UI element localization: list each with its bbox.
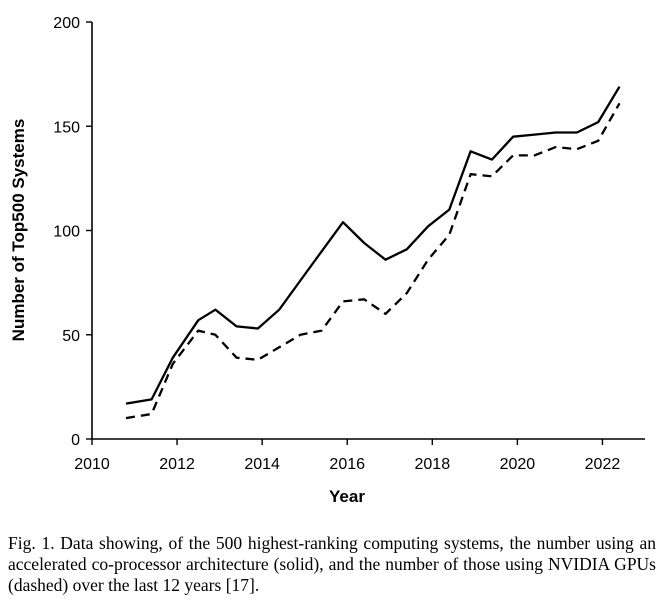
tick-labels: 0 50 100 150 200 2010 2012 2014 2016 2018 2020 2022 <box>53 15 620 473</box>
x-tick-label: 2020 <box>500 456 536 473</box>
x-tick-label: 2016 <box>329 456 365 473</box>
y-tick-label: 100 <box>53 224 80 241</box>
y-tick-label: 150 <box>53 119 80 136</box>
y-axis-title: Number of Top500 Systems <box>9 119 28 342</box>
series-layer <box>125 86 621 420</box>
x-tick-label: 2010 <box>74 456 110 473</box>
y-tick-label: 0 <box>71 432 80 449</box>
y-tick-label: 50 <box>62 328 80 345</box>
x-tick-label: 2014 <box>244 456 280 473</box>
axis-ticks <box>86 21 604 445</box>
figure-caption: Fig. 1. Data showing, of the 500 highest… <box>8 533 656 595</box>
axes <box>91 22 645 440</box>
y-tick-label: 200 <box>53 15 80 32</box>
series-line-dashed <box>125 102 621 420</box>
x-axis-title: Year <box>329 487 365 506</box>
series-line-solid <box>125 86 621 405</box>
x-tick-label: 2018 <box>415 456 451 473</box>
x-tick-label: 2012 <box>159 456 195 473</box>
line-chart: 0 50 100 150 200 2010 2012 2014 2016 2018 2020 2022… <box>9 15 645 506</box>
x-tick-label: 2022 <box>585 456 621 473</box>
